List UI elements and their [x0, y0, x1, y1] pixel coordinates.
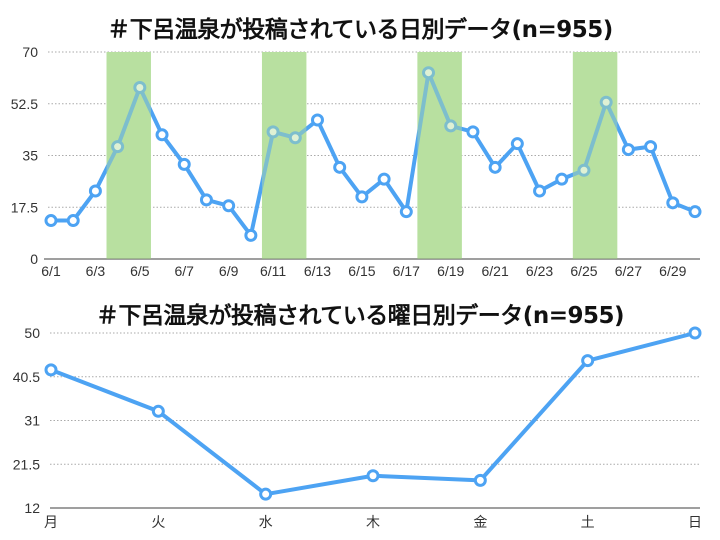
x-tick-label: 6/5	[130, 263, 150, 279]
weekend-band-overlay	[417, 52, 462, 259]
x-tick-label: 6/13	[304, 263, 331, 279]
data-point	[155, 128, 169, 142]
data-point	[488, 160, 502, 174]
data-point	[199, 193, 213, 207]
x-tick-label: 6/11	[260, 263, 286, 279]
data-point	[473, 473, 487, 487]
data-point	[151, 404, 165, 418]
data-point	[88, 184, 102, 198]
data-point	[466, 125, 480, 139]
weekend-band-overlay	[572, 52, 618, 259]
data-point	[444, 119, 458, 133]
weekday-chart-title: ＃下呂温泉が投稿されている曜日別データ(n=955)	[96, 303, 625, 329]
data-point	[44, 363, 58, 377]
x-tick-label: 6/9	[219, 263, 239, 279]
x-tick-label: 6/27	[615, 263, 642, 279]
weekend-band	[572, 52, 618, 259]
daily-line-chart: 0 17.5 35 52.5 70 6/1 6/3 6/5 6/7 6/9 6/11 6/13 6/15…	[11, 44, 702, 279]
data-point	[133, 80, 147, 94]
data-point	[621, 143, 635, 157]
y-tick-label: 31	[24, 413, 40, 429]
data-point	[510, 137, 524, 151]
x-tick-label: 金	[473, 514, 487, 530]
x-tick-label: 6/29	[659, 263, 686, 279]
data-point	[377, 172, 391, 186]
weekend-band-overlay	[261, 52, 307, 259]
x-tick-label: 木	[366, 514, 380, 530]
data-point	[688, 326, 702, 340]
y-tick-label: 70	[22, 44, 38, 60]
x-tick-label: 日	[688, 514, 702, 530]
data-point	[310, 113, 324, 127]
daily-chart-title: ＃下呂温泉が投稿されている日別データ(n=955)	[107, 17, 613, 43]
x-tick-label: 6/3	[86, 263, 106, 279]
x-tick-label: 6/17	[393, 263, 420, 279]
data-point	[577, 163, 591, 177]
data-point	[533, 184, 547, 198]
x-tick-label: 6/23	[526, 263, 553, 279]
data-point	[355, 190, 369, 204]
x-tick-label: 6/25	[570, 263, 597, 279]
y-tick-label: 12	[24, 500, 40, 516]
data-point	[599, 95, 613, 109]
data-point	[422, 66, 436, 80]
data-point	[555, 172, 569, 186]
x-tick-label: 6/21	[482, 263, 509, 279]
data-point	[644, 140, 658, 154]
data-point	[266, 125, 280, 139]
y-tick-label: 35	[22, 148, 38, 164]
data-point	[333, 160, 347, 174]
data-point	[259, 487, 273, 501]
y-tick-label: 21.5	[13, 456, 40, 472]
x-tick-label: 6/19	[437, 263, 464, 279]
y-tick-label: 52.5	[11, 96, 38, 112]
y-tick-label: 50	[24, 325, 40, 341]
weekend-band-overlay	[106, 52, 151, 259]
data-point	[244, 228, 258, 242]
x-tick-label: 6/15	[348, 263, 375, 279]
data-point	[288, 131, 302, 145]
y-tick-label: 17.5	[11, 199, 38, 215]
x-tick-label: 水	[259, 514, 273, 530]
x-tick-label: 火	[151, 514, 165, 530]
data-point	[366, 469, 380, 483]
x-tick-label: 土	[581, 514, 595, 530]
x-tick-label: 6/7	[175, 263, 195, 279]
x-tick-label: 6/1	[41, 263, 61, 279]
data-point	[399, 205, 413, 219]
data-point	[688, 205, 702, 219]
data-point	[66, 214, 80, 228]
data-point	[177, 157, 191, 171]
y-tick-label: 40.5	[13, 369, 40, 385]
data-line	[51, 70, 696, 238]
data-point	[222, 199, 236, 213]
y-tick-label: 0	[30, 251, 38, 267]
x-tick-label: 月	[44, 514, 58, 530]
data-point	[111, 140, 125, 154]
data-point	[581, 354, 595, 368]
data-point	[44, 214, 58, 228]
data-point	[666, 196, 680, 210]
